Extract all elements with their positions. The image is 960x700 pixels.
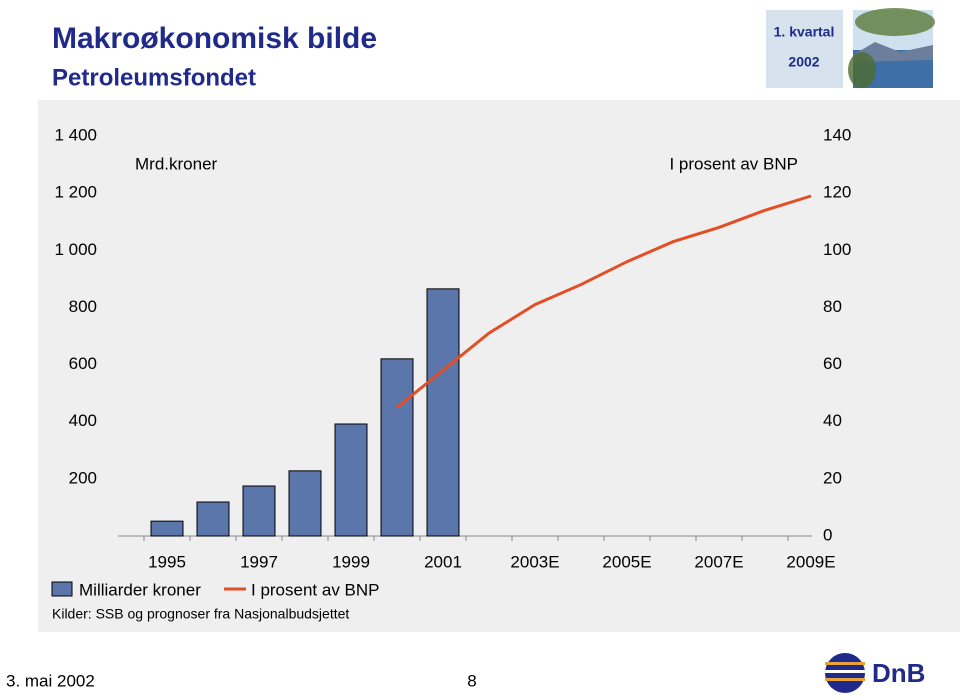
legend-swatch [51, 581, 73, 597]
y-tick-label: 1 400 [54, 125, 97, 144]
landscape-image [848, 8, 935, 88]
y-tick-label: 1 000 [54, 240, 97, 259]
y2-tick-label: 20 [823, 468, 842, 487]
x-tick-label: 1995 [148, 552, 186, 571]
source: Kilder: SSB og prognoser fra Nasjonalbud… [52, 606, 349, 622]
y2-axis-label: I prosent av BNP [669, 154, 798, 173]
bar [334, 423, 368, 537]
y2-tick-label: 40 [823, 411, 842, 430]
bar [242, 485, 276, 537]
y-axis-label: Mrd.kroner [135, 154, 218, 173]
chart-panel [38, 100, 960, 632]
y2-tick-label: 0 [823, 525, 832, 544]
bar [380, 358, 414, 537]
logo: DnB [872, 658, 925, 688]
period-year: 2002 [788, 54, 819, 70]
y2-tick-label: 60 [823, 354, 842, 373]
legend-label: I prosent av BNP [251, 580, 380, 599]
x-tick-label: 1997 [240, 552, 278, 571]
bar [196, 501, 230, 537]
legend-label: Milliarder kroner [79, 580, 201, 599]
y-tick-label: 200 [69, 468, 97, 487]
y-tick-label: 1 200 [54, 183, 97, 202]
bar [150, 520, 184, 537]
y-tick-label: 400 [69, 411, 97, 430]
period-box [766, 10, 843, 88]
x-tick-label: 2001 [424, 552, 462, 571]
x-tick-label: 2003E [510, 552, 559, 571]
x-tick-label: 2007E [694, 552, 743, 571]
bar [426, 288, 460, 537]
footer-date: 3. mai 2002 [6, 671, 95, 690]
y-tick-label: 600 [69, 354, 97, 373]
y2-tick-label: 120 [823, 183, 851, 202]
y2-tick-label: 140 [823, 125, 851, 144]
page-subtitle: Petroleumsfondet [52, 64, 256, 91]
period: 1. kvartal [774, 24, 835, 40]
x-tick-label: 2005E [602, 552, 651, 571]
page-title: Makroøkonomisk bilde [52, 22, 377, 55]
x-tick-label: 1999 [332, 552, 370, 571]
y-tick-label: 800 [69, 297, 97, 316]
line [396, 194, 812, 409]
y2-tick-label: 100 [823, 240, 851, 259]
logo-mark [825, 653, 865, 693]
y2-tick-label: 80 [823, 297, 842, 316]
bar [288, 470, 322, 537]
x-tick-label: 2009E [786, 552, 835, 571]
page-number: 8 [467, 671, 476, 690]
